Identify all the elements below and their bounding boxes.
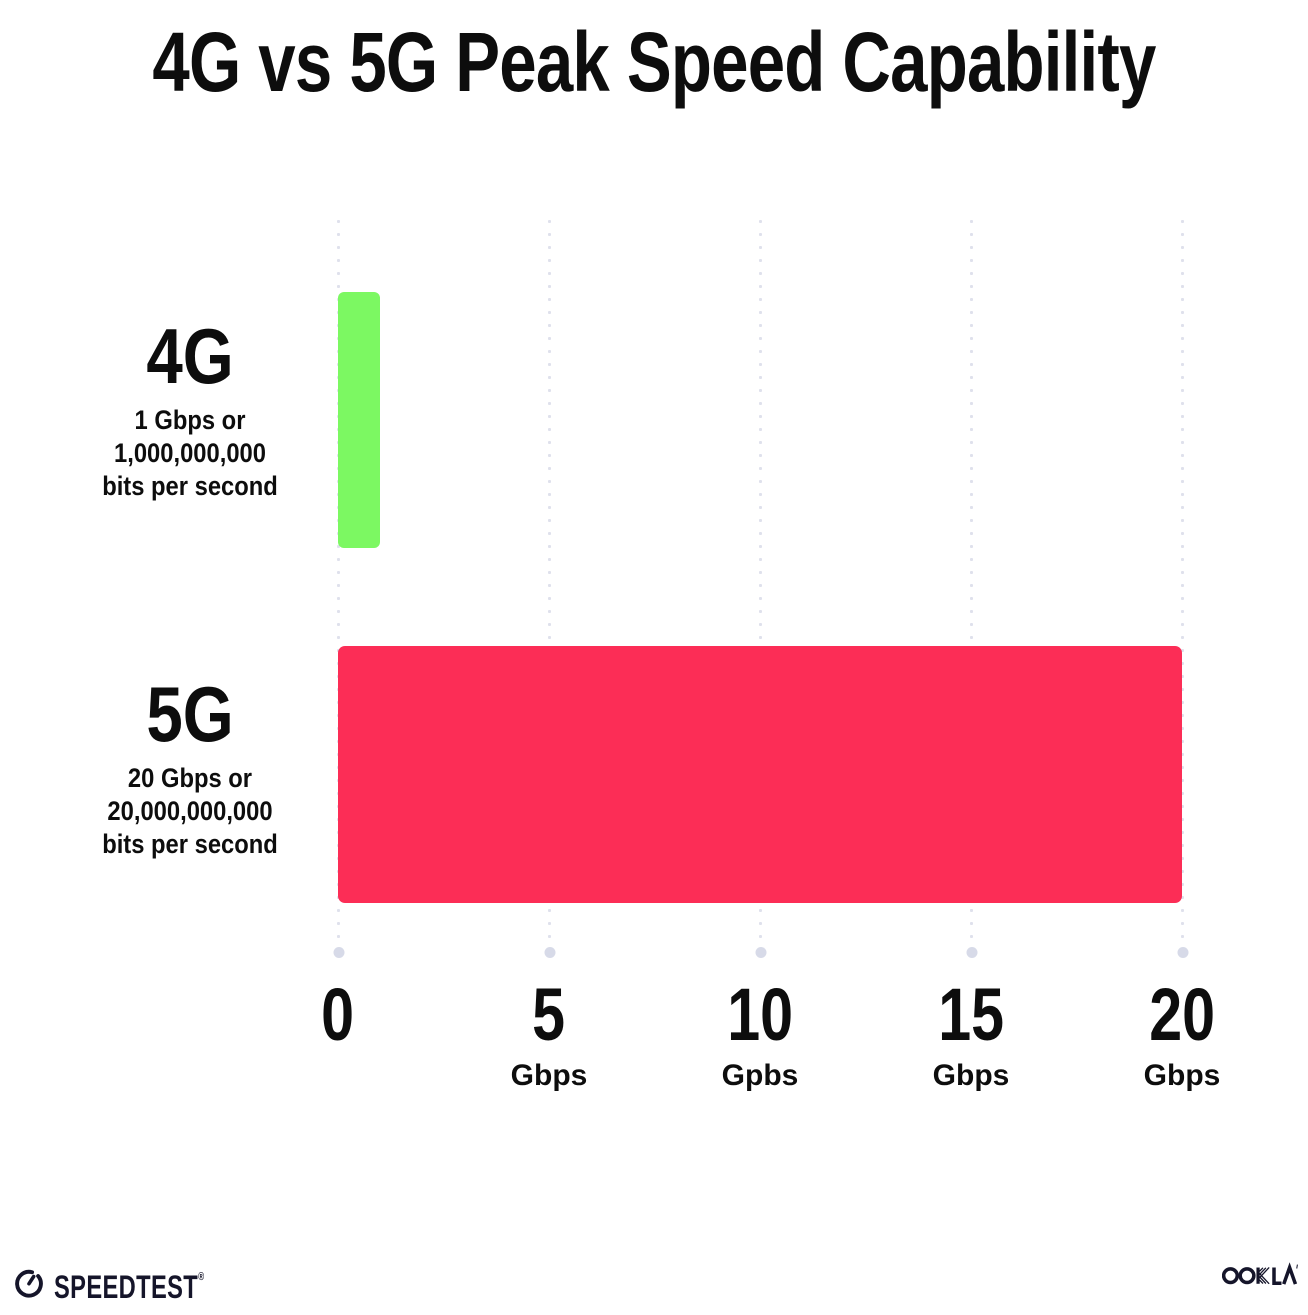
x-tick-5: 5 Gbps bbox=[429, 976, 669, 1092]
row-desc-4g: 1 Gbps or 1,000,000,000 bits per second bbox=[58, 404, 322, 503]
gridline-0-gbps bbox=[337, 220, 340, 946]
chart-title-text: 4G vs 5G Peak Speed Capability bbox=[152, 15, 1156, 109]
ookla-logo bbox=[1222, 1261, 1300, 1289]
gridline-20-gbps bbox=[1181, 220, 1184, 946]
row-label-4g: 4G 1 Gbps or 1,000,000,000 bits per seco… bbox=[40, 316, 340, 503]
row-desc-4g-line2: 1,000,000,000 bbox=[114, 438, 266, 468]
speedtest-gauge-icon bbox=[12, 1265, 46, 1299]
ookla-wordmark-icon bbox=[1222, 1262, 1298, 1286]
x-tick-15: 15 Gbps bbox=[851, 976, 1091, 1092]
x-tick-20-unit: Gbps bbox=[1143, 1059, 1221, 1092]
speedtest-logo: SPEEDTEST® bbox=[12, 1258, 257, 1306]
speedtest-wordmark: SPEEDTEST® bbox=[54, 1269, 205, 1305]
x-tick-5-unit: Gbps bbox=[510, 1059, 588, 1092]
row-label-5g: 5G 20 Gbps or 20,000,000,000 bits per se… bbox=[40, 674, 340, 861]
x-tick-15-unit: Gbps bbox=[932, 1059, 1010, 1092]
x-tick-10: 10 Gpbs bbox=[640, 976, 880, 1092]
row-desc-5g: 20 Gbps or 20,000,000,000 bits per secon… bbox=[58, 762, 322, 861]
gridline-5-gbps bbox=[548, 220, 551, 946]
row-heading-4g: 4G bbox=[146, 312, 234, 400]
row-desc-4g-line3: bits per second bbox=[102, 471, 278, 501]
x-tick-0: 0 bbox=[218, 976, 458, 1060]
x-tick-15-number: 15 bbox=[938, 973, 1004, 1056]
row-desc-4g-line1: 1 Gbps or bbox=[134, 405, 246, 435]
x-tick-10-number: 10 bbox=[727, 973, 793, 1056]
bar-5g bbox=[338, 646, 1182, 903]
x-tick-0-number: 0 bbox=[321, 973, 355, 1056]
gridline-10-gbps bbox=[759, 220, 762, 946]
x-tick-5-number: 5 bbox=[532, 973, 566, 1056]
row-desc-5g-line2: 20,000,000,000 bbox=[107, 796, 273, 826]
x-tick-20-number: 20 bbox=[1149, 973, 1215, 1056]
row-heading-5g: 5G bbox=[146, 670, 234, 758]
chart-title: 4G vs 5G Peak Speed Capability bbox=[0, 16, 1308, 108]
speedtest-trademark: ® bbox=[198, 1271, 205, 1283]
bar-4g bbox=[338, 292, 380, 548]
x-tick-10-unit: Gpbs bbox=[721, 1059, 799, 1092]
row-desc-5g-line1: 20 Gbps or bbox=[127, 763, 253, 793]
row-desc-5g-line3: bits per second bbox=[102, 829, 278, 859]
gridline-15-gbps bbox=[970, 220, 973, 946]
x-tick-20: 20 Gbps bbox=[1062, 976, 1302, 1092]
